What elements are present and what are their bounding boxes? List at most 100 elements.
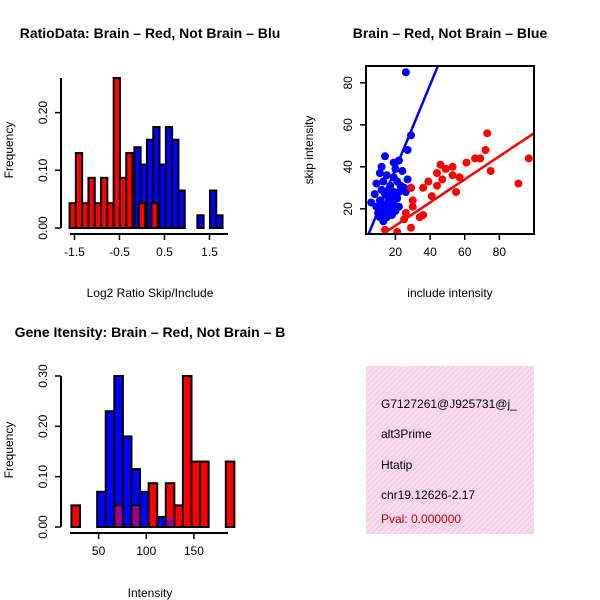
scatter-point (427, 192, 436, 201)
scatter-point (400, 215, 409, 224)
histogram-bar (112, 77, 121, 229)
scatter-point (403, 175, 412, 184)
scatter-point (389, 158, 398, 167)
histogram-bar (150, 202, 159, 229)
x-tick-label: 20 (389, 245, 403, 259)
info-hatch (366, 366, 534, 534)
scatter-point (400, 183, 409, 192)
scatter-point (476, 154, 485, 163)
histogram-bar (113, 375, 124, 528)
y-tick-label: 20 (341, 202, 355, 216)
scatter-point (370, 190, 379, 199)
scatter-point (391, 164, 400, 173)
x-axis-label: include intensity (407, 286, 492, 300)
scatter-point (433, 169, 442, 178)
chart-title: Gene Itensity: Brain – Red, Not Brain – … (15, 324, 286, 340)
plot-frame (365, 65, 535, 235)
x-tick-label: 1.5 (201, 245, 218, 259)
y-tick-label: 0.00 (36, 216, 50, 240)
scatter-point (486, 167, 495, 175)
x-axis-label: Log2 Ratio Skip/Include (87, 286, 214, 300)
scatter-point (381, 152, 390, 161)
x-tick-label: 150 (184, 544, 204, 558)
scatter-marks (367, 66, 534, 234)
histogram-bars (70, 375, 236, 529)
axes: 20 40 60 80 20 40 60 80 (341, 65, 535, 259)
scatter-point (379, 177, 388, 186)
scatter-point (381, 190, 390, 199)
axes: 50 100 150 0.00 0.10 0.20 0.30 (36, 364, 228, 558)
histogram-bar (104, 410, 116, 529)
histogram-bar (196, 214, 205, 230)
scatter-point (377, 162, 386, 171)
ratio-histogram: RatioData: Brain – Red, Not Brain – Blu … (2, 25, 280, 300)
y-tick-label: 0.10 (36, 158, 50, 182)
scatter-point (455, 173, 464, 182)
y-tick-label: 0.20 (36, 101, 50, 125)
histogram-bars (68, 77, 224, 230)
y-tick-label: 0.20 (36, 414, 50, 438)
scatter-point (407, 131, 416, 140)
scatter-point (391, 192, 400, 201)
scatter-point (452, 188, 461, 196)
scatter-point (524, 154, 533, 163)
scatter-point (424, 177, 433, 186)
overlap-bar (166, 517, 174, 526)
scatter-point (407, 223, 416, 232)
x-tick-label: 40 (423, 245, 437, 259)
y-tick-label: 60 (341, 118, 355, 132)
histogram-bar (74, 152, 84, 229)
scatter-point (415, 213, 424, 222)
scatter-point (408, 202, 417, 211)
histogram-bar (70, 504, 82, 528)
scatter-point (438, 175, 447, 184)
scatter-point (408, 196, 417, 205)
chart-title: Brain – Red, Not Brain – Blue (353, 25, 548, 41)
y-axis-label: Frequency (2, 122, 16, 179)
scatter-point (481, 146, 490, 154)
x-tick-label: 60 (458, 245, 472, 259)
scatter-point (379, 217, 388, 226)
scatter-point (382, 171, 391, 180)
histogram-bar (173, 504, 184, 528)
x-tick-label: -0.5 (109, 245, 130, 259)
p-value: Pval: 0.000000 (381, 512, 461, 526)
scatter-point (433, 181, 442, 190)
histogram-bar (181, 375, 193, 528)
y-tick-label: 80 (341, 76, 355, 90)
histogram-bar (139, 490, 150, 528)
scatter-point (448, 162, 457, 171)
x-axis-label: Intensity (128, 586, 173, 600)
scatter-point (386, 198, 395, 207)
scatter-point (419, 183, 428, 192)
histogram-bar (171, 138, 180, 230)
histogram-bar (208, 189, 218, 229)
histogram-bar (190, 460, 202, 529)
y-tick-label: 0.30 (36, 364, 50, 388)
x-tick-label: -1.5 (64, 245, 85, 259)
histogram-bar (125, 152, 134, 229)
event-info-panel: G7127261@J925731@j_ alt3Prime Htatip chr… (366, 366, 534, 534)
scatter-point (448, 171, 457, 180)
scatter-point (381, 225, 390, 234)
y-axis-label: skip intensity (302, 116, 316, 185)
scatter-point (403, 146, 412, 154)
scatter-point (372, 179, 381, 188)
x-tick-label: 0.5 (156, 245, 173, 259)
histogram-bar (224, 460, 236, 529)
chart-title: RatioData: Brain – Red, Not Brain – Blu (20, 25, 281, 41)
scatter-point (483, 129, 492, 138)
histogram-bar (137, 202, 147, 229)
fit-line (380, 132, 534, 234)
scatter-point (375, 169, 384, 178)
histogram-bar (121, 435, 133, 528)
histogram-bar (199, 460, 210, 529)
scatter-point (514, 179, 523, 188)
histogram-bar (177, 189, 186, 229)
event-id: G7127261@J925731@j_ (381, 397, 517, 411)
axes: -1.5 -0.5 0.5 1.5 0.00 0.10 0.20 (36, 78, 228, 259)
histogram-bar (215, 214, 224, 230)
scatter-point (441, 164, 450, 173)
histogram-bar (147, 482, 159, 528)
